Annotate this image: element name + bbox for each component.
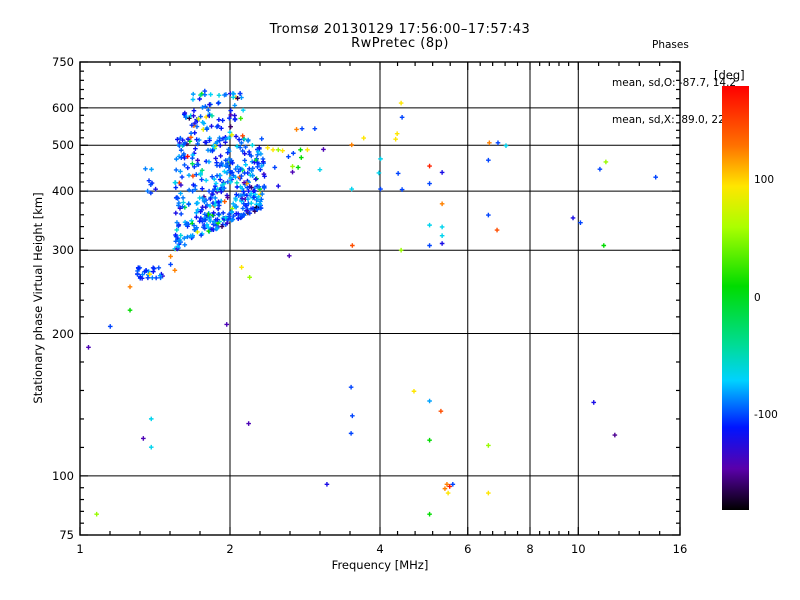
x-tick-label: 2 [226,542,234,556]
plot-title: Tromsø 20130129 17:56:00–17:57:43 [269,22,531,37]
colorbar-tick-label: 0 [754,291,761,304]
x-tick-label: 8 [526,542,534,556]
colorbar-tick-label: -100 [754,409,778,422]
phase-stats-o-mode: mean, sd,O: -87.7, 14.2 [612,76,737,89]
x-tick-label: 16 [672,542,688,556]
phase-stats-header: Phases [652,39,689,51]
y-tick-label: 300 [52,243,74,258]
x-tick-label: 1 [76,542,84,556]
x-tick-label: 4 [376,542,384,556]
x-tick-label: 10 [570,542,586,556]
y-axis-title: Stationary phase Virtual Height [km] [31,192,45,404]
y-tick-label: 100 [52,468,74,483]
colorbar [722,86,749,510]
y-tick-label: 500 [52,138,74,153]
colorbar-tick-label: 100 [754,173,775,186]
y-tick-label: 400 [52,184,74,199]
plot-subtitle: RwPretec (8p) [351,36,449,51]
y-tick-label: 75 [59,528,74,542]
x-axis-title: Frequency [MHz] [331,558,429,572]
colorbar-unit-label: [deg] [714,68,745,82]
y-tick-label: 200 [52,326,74,341]
y-tick-label: 600 [52,100,74,115]
y-tick-label: 750 [52,55,74,69]
x-tick-label: 6 [464,542,472,556]
